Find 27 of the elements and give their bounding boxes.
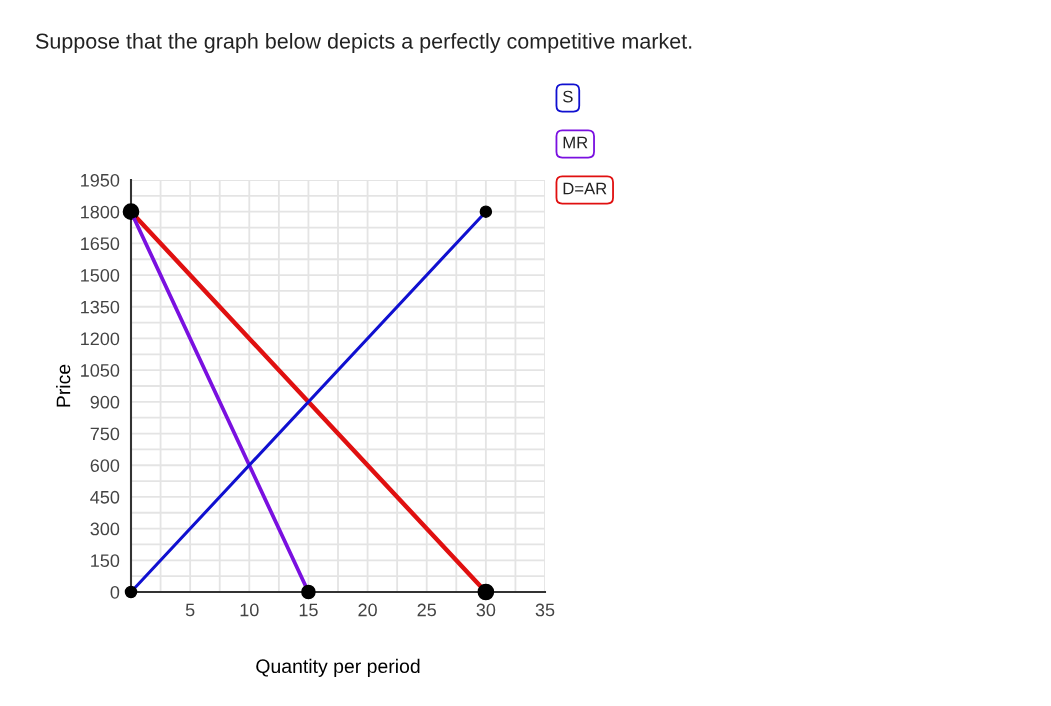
y-tick-label: 300 bbox=[90, 522, 120, 536]
y-axis-title: Price bbox=[56, 364, 71, 407]
y-tick-label: 1500 bbox=[81, 269, 120, 282]
y-tick-label: 450 bbox=[90, 490, 120, 504]
x-tick-label: 20 bbox=[358, 603, 377, 617]
text: MR bbox=[563, 136, 588, 149]
y-tick-label: 600 bbox=[90, 459, 120, 472]
text: D=AR bbox=[563, 182, 607, 195]
y-tick-label: 0 bbox=[110, 585, 120, 599]
x-tick-label: 25 bbox=[417, 603, 436, 617]
x-tick-label: 5 bbox=[185, 603, 195, 617]
x-tick-label: 35 bbox=[535, 603, 555, 617]
y-tick-label: 150 bbox=[91, 554, 120, 568]
x-tick-label: 10 bbox=[240, 603, 259, 617]
y-tick-label: 1050 bbox=[81, 364, 120, 377]
x-tick-label: 30 bbox=[476, 603, 496, 617]
y-tick-label: 900 bbox=[90, 395, 120, 409]
x-tick-label: 15 bbox=[299, 603, 318, 617]
y-tick-label: 1950 bbox=[81, 173, 120, 187]
text: S bbox=[563, 90, 573, 103]
chart-title: Suppose that the graph below depicts a perfectly competitive market. bbox=[35, 32, 692, 54]
y-tick-label: 750 bbox=[90, 427, 120, 441]
y-tick-label: 1800 bbox=[81, 205, 120, 219]
y-tick-label: 1200 bbox=[81, 332, 120, 346]
y-tick-label: 1350 bbox=[81, 300, 120, 314]
x-axis-title: Quantity per period bbox=[256, 658, 420, 677]
y-tick-label: 1650 bbox=[81, 237, 120, 251]
